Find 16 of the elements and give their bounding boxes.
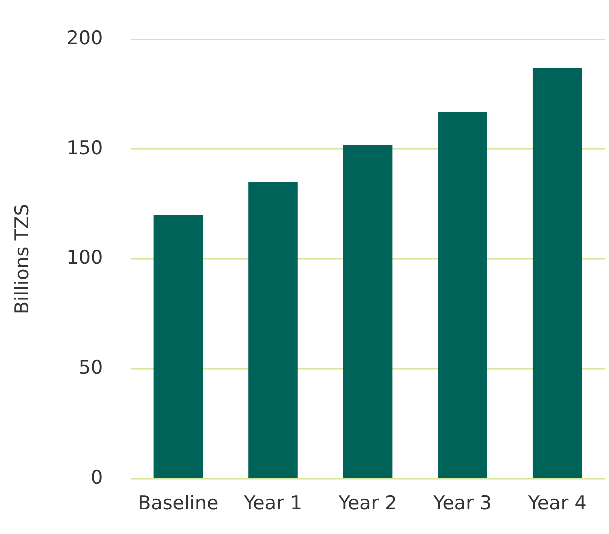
y-axis-title: Billions TZS: [11, 204, 34, 315]
bar: [154, 215, 204, 479]
bar: [248, 182, 298, 479]
bar: [343, 144, 393, 479]
y-tick-label: 200: [66, 27, 104, 50]
x-tick-label: Year 4: [527, 492, 587, 515]
x-tick-label: Year 2: [338, 492, 398, 515]
x-tick-label: Year 1: [243, 492, 302, 515]
x-tick-label: Baseline: [138, 492, 219, 515]
x-tick-label: Year 3: [432, 492, 492, 515]
y-tick-label: 150: [66, 137, 104, 160]
bar: [438, 112, 488, 479]
y-tick-label: 0: [90, 467, 104, 490]
y-tick-label: 100: [66, 247, 104, 270]
y-tick-label: 50: [78, 357, 104, 380]
bar: [532, 68, 582, 479]
